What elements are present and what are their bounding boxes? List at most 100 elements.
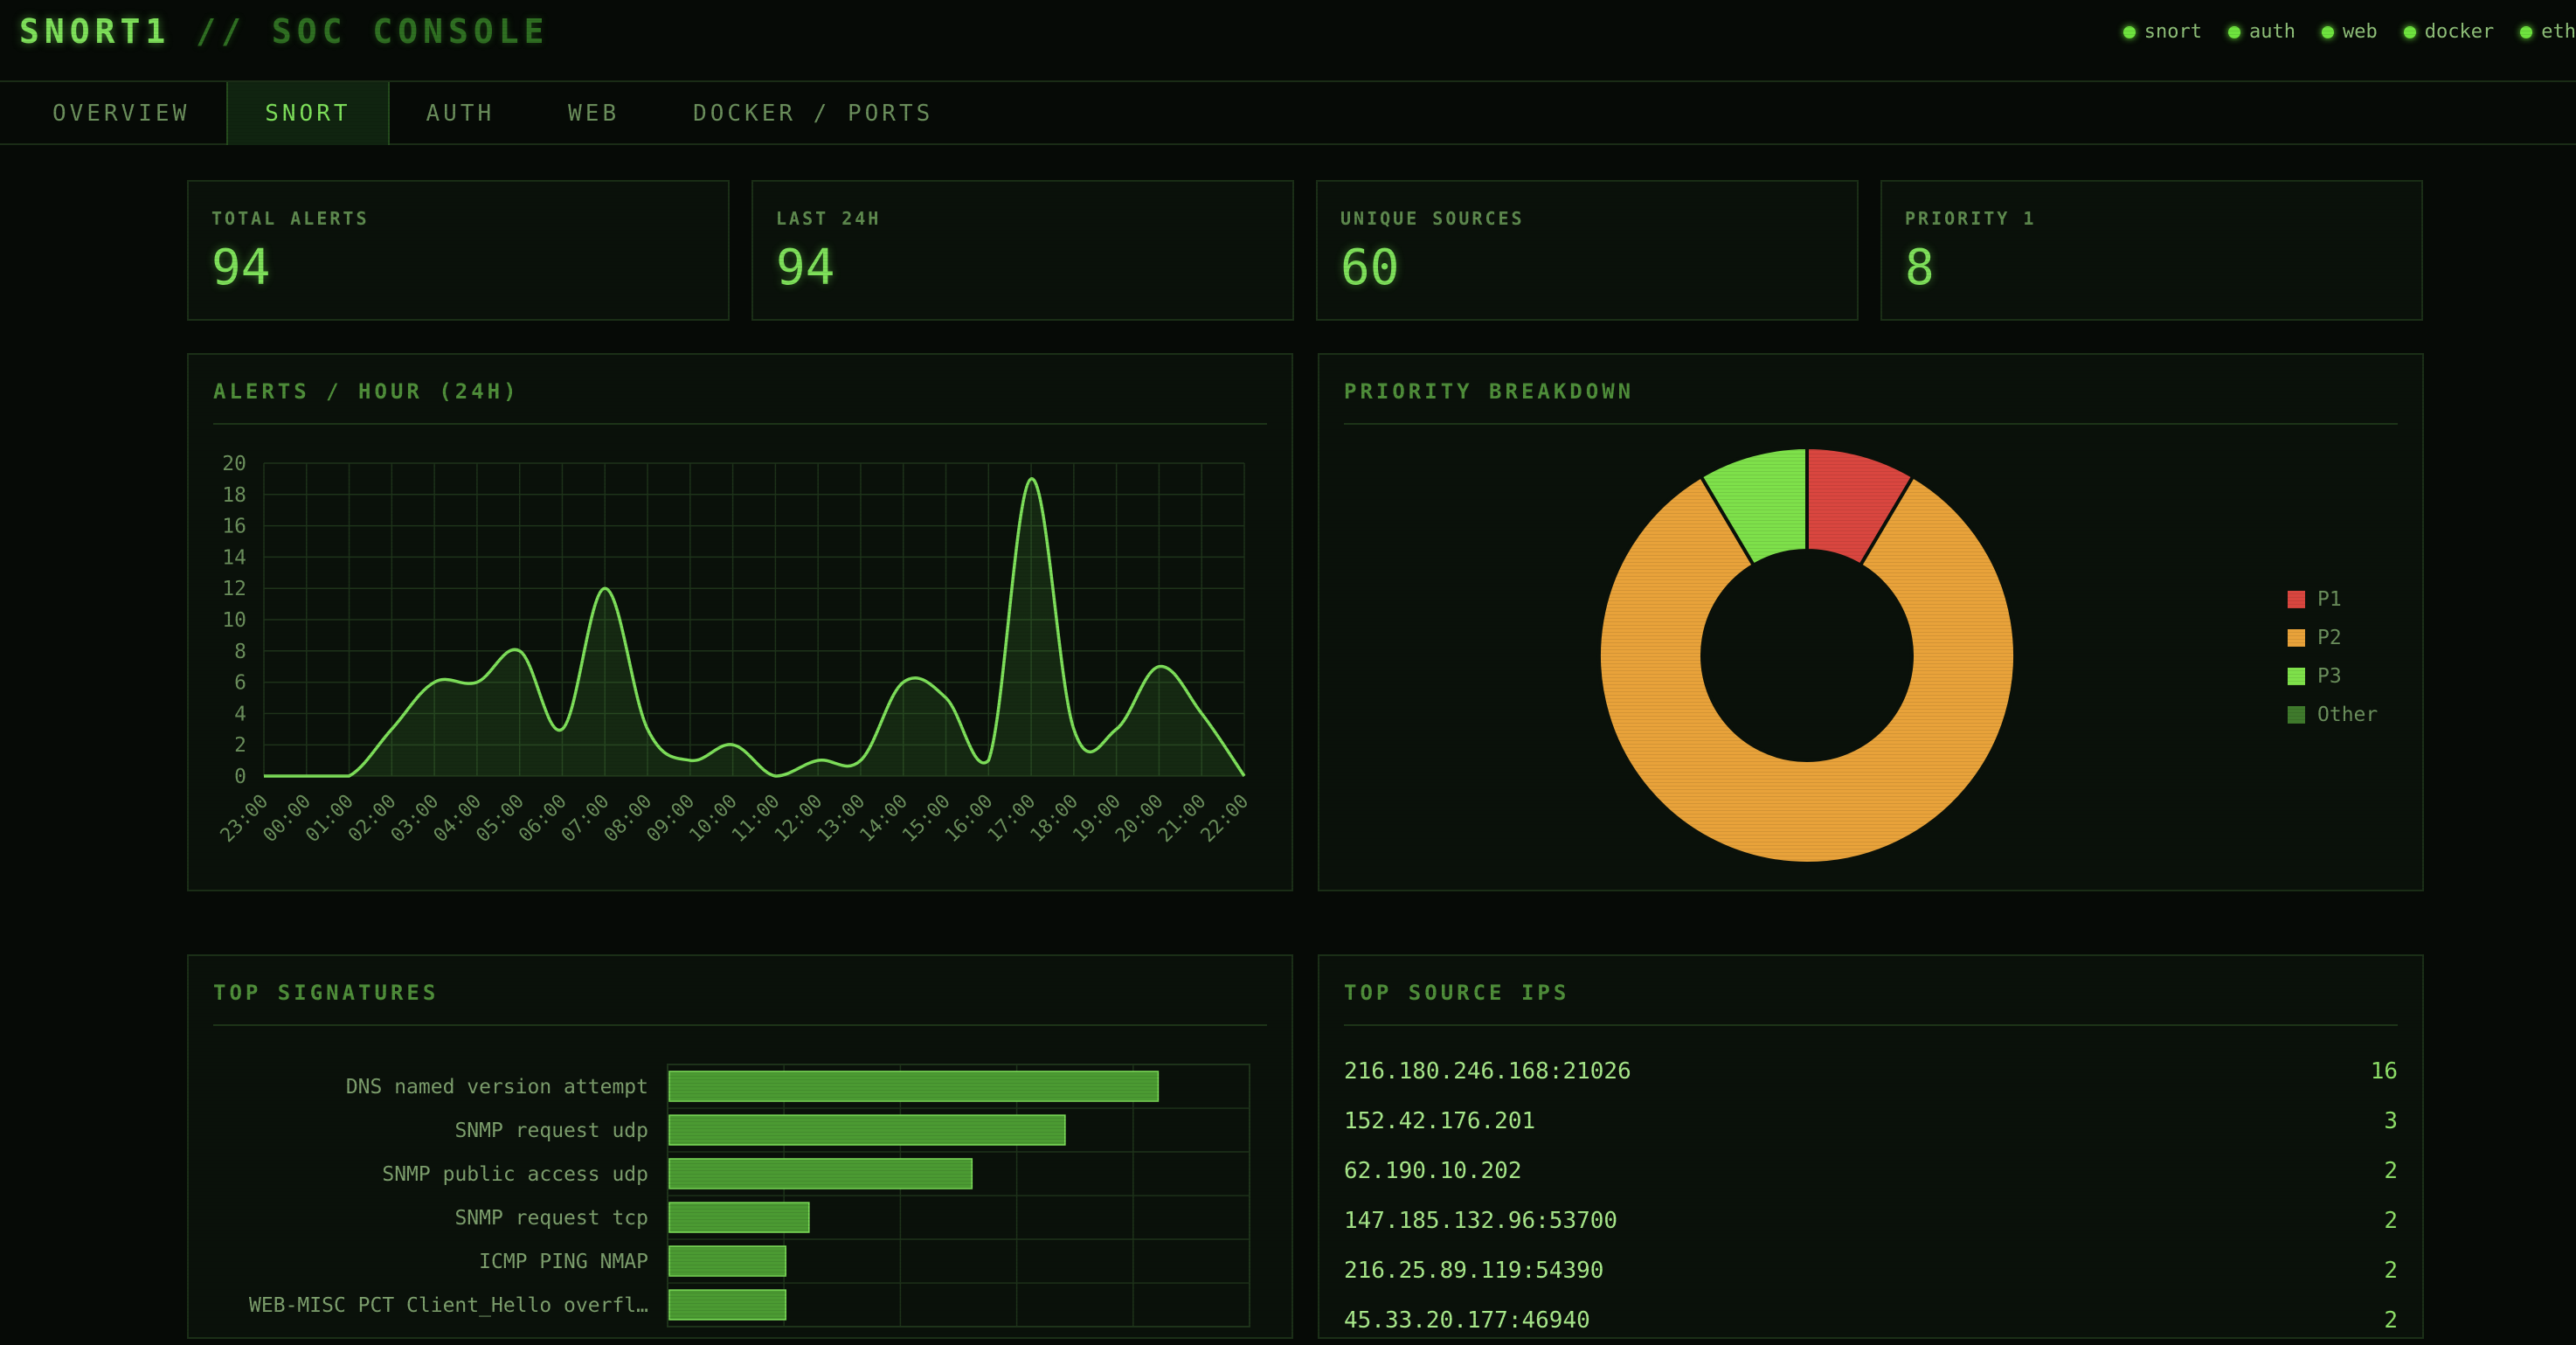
source-count: 16 — [2371, 1058, 2398, 1085]
status-dot-icon — [2520, 26, 2532, 38]
legend-label: P3 — [2317, 665, 2342, 688]
y-tick-label: 18 — [222, 484, 246, 507]
signature-bar — [669, 1290, 786, 1320]
source-count: 2 — [2384, 1307, 2398, 1334]
x-tick-label: 22:00 — [1197, 791, 1254, 848]
y-tick-label: 4 — [234, 703, 246, 725]
tab-auth[interactable]: AUTH — [390, 82, 532, 145]
status-label: eth — [2541, 21, 2576, 43]
signature-label: ICMP PING NMAP — [479, 1251, 648, 1273]
x-tick-label: 14:00 — [855, 791, 912, 848]
x-tick-label: 06:00 — [515, 791, 571, 848]
x-tick-label: 02:00 — [344, 791, 401, 848]
status-label: docker — [2425, 21, 2494, 43]
x-tick-label: 05:00 — [472, 791, 529, 848]
status-dot-icon — [2123, 26, 2136, 38]
status-web: web — [2322, 21, 2378, 43]
kpi-label: LAST 24H — [776, 208, 881, 229]
priority-donut-chart — [1319, 355, 2422, 890]
y-tick-label: 6 — [234, 672, 246, 695]
legend-label: P1 — [2317, 588, 2342, 611]
x-tick-label: 21:00 — [1154, 791, 1211, 848]
x-tick-label: 17:00 — [984, 791, 1041, 848]
tab-snort[interactable]: SNORT — [226, 82, 389, 145]
tab-overview[interactable]: OVERVIEW — [16, 82, 226, 145]
x-tick-label: 08:00 — [600, 791, 657, 848]
x-tick-label: 11:00 — [728, 791, 785, 848]
source-count: 2 — [2384, 1208, 2398, 1234]
kpi-total-alerts: TOTAL ALERTS 94 — [187, 180, 730, 321]
source-ip: 216.180.246.168:21026 — [1344, 1058, 1631, 1085]
signature-label: WEB-MISC PCT Client_Hello overfl… — [249, 1294, 648, 1317]
table-row[interactable]: 152.42.176.201 3 — [1344, 1097, 2398, 1146]
kpi-label: UNIQUE SOURCES — [1340, 208, 1525, 229]
top-signatures-panel: TOP SIGNATURES DNS named version attempt… — [187, 954, 1293, 1339]
app-title-main: SNORT1 — [19, 12, 170, 51]
status-dot-icon — [2404, 26, 2416, 38]
y-tick-label: 12 — [222, 578, 246, 600]
kpi-unique-sources: UNIQUE SOURCES 60 — [1316, 180, 1859, 321]
status-dot-icon — [2322, 26, 2334, 38]
service-status-bar: snort auth web docker eth — [2123, 21, 2576, 43]
x-tick-label: 07:00 — [557, 791, 614, 848]
x-tick-label: 10:00 — [685, 791, 742, 848]
source-count: 3 — [2384, 1108, 2398, 1134]
x-tick-label: 19:00 — [1069, 791, 1125, 848]
kpi-value: 94 — [211, 239, 270, 296]
legend-swatch — [2288, 591, 2305, 608]
x-tick-label: 23:00 — [217, 791, 274, 848]
kpi-label: PRIORITY 1 — [1905, 208, 2036, 229]
kpi-value: 8 — [1905, 239, 1935, 296]
signature-bar — [669, 1203, 809, 1232]
signature-label: SNMP public access udp — [382, 1163, 648, 1186]
kpi-value: 60 — [1340, 239, 1399, 296]
x-tick-label: 15:00 — [898, 791, 955, 848]
status-label: web — [2343, 21, 2378, 43]
source-ip: 152.42.176.201 — [1344, 1108, 1535, 1134]
legend-swatch — [2288, 706, 2305, 724]
tab-bar: OVERVIEW SNORT AUTH WEB DOCKER / PORTS — [0, 80, 2576, 145]
legend-swatch — [2288, 629, 2305, 647]
table-row[interactable]: 45.33.20.177:46940 2 — [1344, 1296, 2398, 1345]
kpi-value: 94 — [776, 239, 834, 296]
legend-item-p1: P1 — [2288, 580, 2378, 619]
kpi-last-24h: LAST 24H 94 — [751, 180, 1294, 321]
y-tick-label: 20 — [222, 453, 246, 475]
priority-legend: P1 P2 P3 Other — [2288, 580, 2378, 734]
app-title-sub: SOC CONSOLE — [272, 12, 550, 51]
kpi-label: TOTAL ALERTS — [211, 208, 370, 229]
x-tick-label: 00:00 — [260, 791, 316, 848]
x-tick-label: 16:00 — [941, 791, 998, 848]
status-eth: eth — [2520, 21, 2576, 43]
x-tick-label: 03:00 — [387, 791, 444, 848]
y-tick-label: 16 — [222, 516, 246, 538]
x-tick-label: 18:00 — [1027, 791, 1084, 848]
signature-bar — [669, 1159, 972, 1189]
y-tick-label: 0 — [234, 766, 246, 788]
y-tick-label: 14 — [222, 546, 246, 569]
alerts-line-chart: 0246810121416182023:0000:0001:0002:0003:… — [189, 355, 1291, 890]
legend-label: Other — [2317, 704, 2378, 726]
legend-item-p3: P3 — [2288, 657, 2378, 696]
status-auth: auth — [2228, 21, 2296, 43]
x-tick-label: 20:00 — [1111, 791, 1168, 848]
table-row[interactable]: 216.180.246.168:21026 16 — [1344, 1047, 2398, 1096]
signature-label: SNMP request udp — [454, 1120, 648, 1142]
signature-bar — [669, 1246, 786, 1276]
kpi-priority-1: PRIORITY 1 8 — [1880, 180, 2423, 321]
source-ip: 45.33.20.177:46940 — [1344, 1307, 1590, 1334]
status-dot-icon — [2228, 26, 2240, 38]
tab-web[interactable]: WEB — [531, 82, 656, 145]
signature-label: DNS named version attempt — [346, 1076, 648, 1099]
y-tick-label: 10 — [222, 609, 246, 632]
tab-docker-ports[interactable]: DOCKER / PORTS — [656, 82, 970, 145]
status-docker: docker — [2404, 21, 2494, 43]
source-count: 2 — [2384, 1158, 2398, 1184]
x-tick-label: 04:00 — [430, 791, 487, 848]
signature-bar — [669, 1115, 1065, 1145]
